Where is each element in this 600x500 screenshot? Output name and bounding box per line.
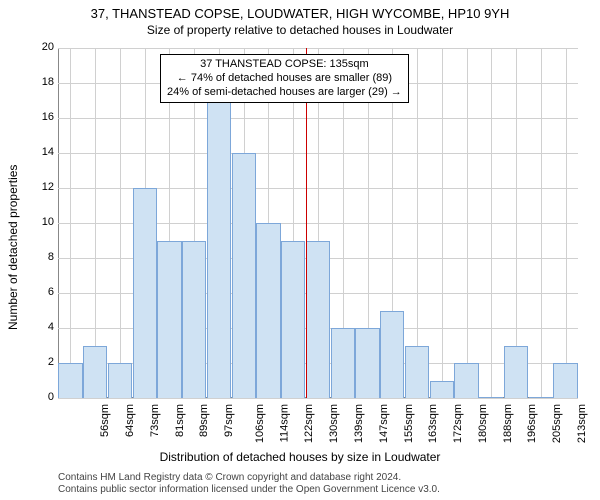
histogram-bar: [157, 241, 181, 399]
grid-line-vertical: [70, 48, 71, 398]
y-tick-label: 0: [34, 391, 54, 403]
histogram-bar: [331, 328, 355, 398]
histogram-bar: [83, 346, 107, 399]
x-tick-label: 130sqm: [328, 404, 340, 443]
grid-line-vertical: [566, 48, 567, 398]
histogram-bar: [479, 397, 503, 398]
histogram-bar: [281, 241, 305, 399]
x-axis-label: Distribution of detached houses by size …: [0, 450, 600, 464]
histogram-bar: [504, 346, 528, 399]
chart-footer: Contains HM Land Registry data © Crown c…: [58, 472, 440, 496]
x-tick-label: 106sqm: [254, 404, 266, 443]
footer-line-2: Contains public sector information licen…: [58, 484, 440, 496]
annotation-line-1: 37 THANSTEAD COPSE: 135sqm: [167, 58, 402, 72]
y-tick-label: 6: [34, 286, 54, 298]
histogram-bar: [454, 363, 478, 398]
x-tick-label: 213sqm: [576, 404, 588, 443]
histogram-bar: [133, 188, 157, 398]
y-tick-label: 20: [34, 41, 54, 53]
x-tick-label: 205sqm: [551, 404, 563, 443]
grid-line-vertical: [442, 48, 443, 398]
y-tick-label: 10: [34, 216, 54, 228]
annotation-box: 37 THANSTEAD COPSE: 135sqm← 74% of detac…: [160, 54, 409, 103]
histogram-bar: [529, 397, 553, 398]
annotation-line-2: ← 74% of detached houses are smaller (89…: [167, 72, 402, 86]
grid-line-vertical: [541, 48, 542, 398]
annotation-line-3: 24% of semi-detached houses are larger (…: [167, 86, 402, 100]
chart-subtitle: Size of property relative to detached ho…: [0, 21, 600, 37]
grid-line-vertical: [467, 48, 468, 398]
y-tick-label: 16: [34, 111, 54, 123]
x-tick-label: 89sqm: [198, 404, 210, 437]
y-tick-label: 12: [34, 181, 54, 193]
x-tick-label: 163sqm: [427, 404, 439, 443]
histogram-bar: [405, 346, 429, 399]
x-tick-label: 147sqm: [378, 404, 390, 443]
x-tick-label: 56sqm: [99, 404, 111, 437]
histogram-bar: [108, 363, 132, 398]
histogram-bar: [182, 241, 206, 399]
x-tick-label: 73sqm: [149, 404, 161, 437]
histogram-bar: [306, 241, 330, 399]
x-tick-label: 172sqm: [452, 404, 464, 443]
x-tick-label: 196sqm: [526, 404, 538, 443]
x-tick-label: 114sqm: [278, 404, 290, 442]
y-axis-label: Number of detached properties: [6, 165, 20, 330]
grid-line-horizontal: [58, 398, 578, 399]
x-tick-label: 122sqm: [304, 404, 316, 443]
grid-line-vertical: [120, 48, 121, 398]
x-tick-label: 139sqm: [353, 404, 365, 443]
y-tick-label: 18: [34, 76, 54, 88]
x-tick-label: 180sqm: [477, 404, 489, 443]
x-tick-label: 155sqm: [403, 404, 415, 443]
x-tick-label: 188sqm: [502, 404, 514, 443]
chart-plot-area: 37 THANSTEAD COPSE: 135sqm← 74% of detac…: [58, 48, 578, 398]
chart-container: 37, THANSTEAD COPSE, LOUDWATER, HIGH WYC…: [0, 0, 600, 500]
histogram-bar: [380, 311, 404, 399]
x-tick-label: 81sqm: [174, 404, 186, 437]
histogram-bar: [553, 363, 577, 398]
x-tick-label: 97sqm: [223, 404, 235, 437]
histogram-bar: [256, 223, 280, 398]
histogram-bar: [207, 83, 231, 398]
histogram-bar: [430, 381, 454, 399]
histogram-bar: [232, 153, 256, 398]
y-tick-label: 4: [34, 321, 54, 333]
histogram-bar: [58, 363, 82, 398]
histogram-bar: [355, 328, 379, 398]
grid-line-vertical: [491, 48, 492, 398]
y-tick-label: 2: [34, 356, 54, 368]
footer-line-1: Contains HM Land Registry data © Crown c…: [58, 472, 440, 484]
x-tick-label: 64sqm: [124, 404, 136, 437]
y-tick-label: 8: [34, 251, 54, 263]
y-tick-label: 14: [34, 146, 54, 158]
chart-title: 37, THANSTEAD COPSE, LOUDWATER, HIGH WYC…: [0, 0, 600, 21]
